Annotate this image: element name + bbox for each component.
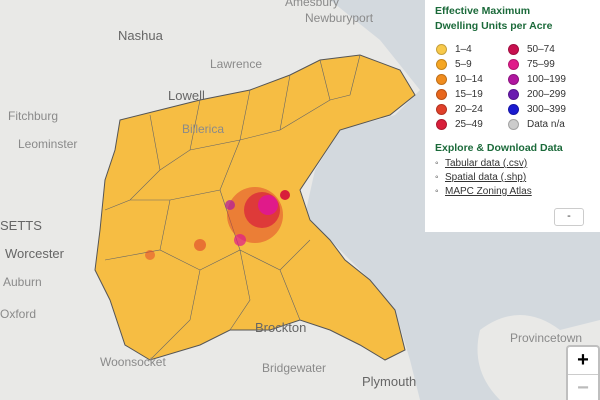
legend-label: Data n/a xyxy=(527,119,565,130)
legend-label: 5–9 xyxy=(455,59,472,70)
legend-label: 200–299 xyxy=(527,89,566,100)
legend-label: 20–24 xyxy=(455,104,483,115)
download-link[interactable]: Tabular data (.csv) xyxy=(435,158,590,169)
legend-swatch xyxy=(436,44,447,55)
legend-item: 20–24 xyxy=(435,102,507,117)
legend-item: 50–74 xyxy=(507,42,587,57)
place: Plymouth xyxy=(362,374,416,389)
legend-label: 300–399 xyxy=(527,104,566,115)
legend-item: 15–19 xyxy=(435,87,507,102)
legend-label: 25–49 xyxy=(455,119,483,130)
place: Nashua xyxy=(118,28,164,43)
links: Tabular data (.csv) Spatial data (.shp) MA… xyxy=(435,158,590,197)
legend-title: Effective Maximum Dwelling Units per Acr… xyxy=(435,5,553,32)
legend-swatch xyxy=(508,119,519,130)
legend-swatch xyxy=(508,44,519,55)
legend-swatch xyxy=(508,89,519,100)
legend-swatch xyxy=(508,59,519,70)
legend-label: 50–74 xyxy=(527,44,555,55)
legend-item: 10–14 xyxy=(435,72,507,87)
legend-item: 5–9 xyxy=(435,57,507,72)
place: Bridgewater xyxy=(262,361,326,375)
place: Lowell xyxy=(168,88,205,103)
legend-swatch xyxy=(436,74,447,85)
legend-label: 75–99 xyxy=(527,59,555,70)
place: Lawrence xyxy=(210,57,262,71)
place: Leominster xyxy=(18,137,77,151)
place: Worcester xyxy=(5,246,65,261)
download-link[interactable]: Spatial data (.shp) xyxy=(435,172,590,183)
place: Provincetown xyxy=(510,331,582,345)
links-heading: Explore & Download Data xyxy=(435,142,563,154)
legend-swatch xyxy=(436,119,447,130)
legend-swatch xyxy=(508,104,519,115)
place: Auburn xyxy=(3,275,42,289)
legend-swatch xyxy=(436,59,447,70)
legend-swatch xyxy=(436,104,447,115)
legend-items: 1–4 5–9 10–14 15–19 20–24 25–49 50–74 75–99 100–… xyxy=(435,42,590,132)
place: SETTS xyxy=(0,218,42,233)
legend: Effective Maximum Dwelling Units per Acr… xyxy=(425,0,600,232)
legend-label: 10–14 xyxy=(455,74,483,85)
download-link[interactable]: MAPC Zoning Atlas xyxy=(435,186,590,197)
legend-item: 200–299 xyxy=(507,87,587,102)
legend-item: 100–199 xyxy=(507,72,587,87)
legend-swatch xyxy=(508,74,519,85)
legend-item: 1–4 xyxy=(435,42,507,57)
place: Oxford xyxy=(0,307,36,321)
density-core xyxy=(145,187,290,260)
zoom-out[interactable]: − xyxy=(568,374,598,400)
legend-swatch xyxy=(436,89,447,100)
legend-item: 75–99 xyxy=(507,57,587,72)
place: Woonsocket xyxy=(100,355,166,369)
legend-item: 25–49 xyxy=(435,117,507,132)
legend-item: 300–399 xyxy=(507,102,587,117)
legend-label: 1–4 xyxy=(455,44,472,55)
place: Brockton xyxy=(255,320,306,335)
town-borders xyxy=(104,54,361,361)
zoom-control: + − xyxy=(566,345,600,400)
place: Billerica xyxy=(182,122,224,136)
zoom-in[interactable]: + xyxy=(577,349,589,371)
collapse-button[interactable]: - xyxy=(554,208,584,226)
legend-item: Data n/a xyxy=(507,117,587,132)
place: Fitchburg xyxy=(8,109,58,123)
place: Amesbury xyxy=(285,0,339,9)
legend-label: 15–19 xyxy=(455,89,483,100)
legend-label: 100–199 xyxy=(527,74,566,85)
place: Newburyport xyxy=(305,11,374,25)
